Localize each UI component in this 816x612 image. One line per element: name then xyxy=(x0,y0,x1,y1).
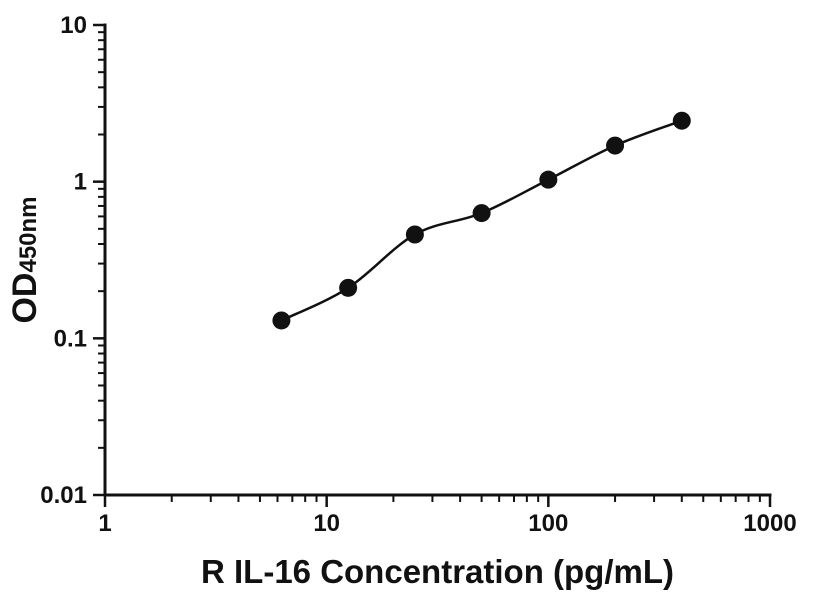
y-tick-label: 0.1 xyxy=(54,325,87,352)
y-tick-label: 10 xyxy=(60,12,87,39)
data-point xyxy=(539,170,558,189)
data-point xyxy=(405,225,424,244)
y-axis-title-subscript: 450nm xyxy=(15,196,42,273)
x-tick-label: 100 xyxy=(528,510,568,537)
x-tick-label: 1 xyxy=(98,510,111,537)
x-tick-label: 10 xyxy=(313,510,340,537)
x-axis-title: R IL-16 Concentration (pg/mL) xyxy=(105,553,770,591)
data-point xyxy=(339,278,358,297)
data-point xyxy=(606,136,625,155)
y-tick-label: 1 xyxy=(74,169,87,196)
y-axis-title-text: OD xyxy=(6,272,44,324)
x-tick-label: 1000 xyxy=(743,510,796,537)
y-axis-title: OD 450nm xyxy=(6,110,58,410)
data-point xyxy=(272,311,291,330)
x-axis-title-text: R IL-16 Concentration (pg/mL) xyxy=(201,553,674,590)
data-point xyxy=(672,111,691,130)
y-tick-label: 0.01 xyxy=(40,482,87,509)
data-point xyxy=(472,204,491,223)
